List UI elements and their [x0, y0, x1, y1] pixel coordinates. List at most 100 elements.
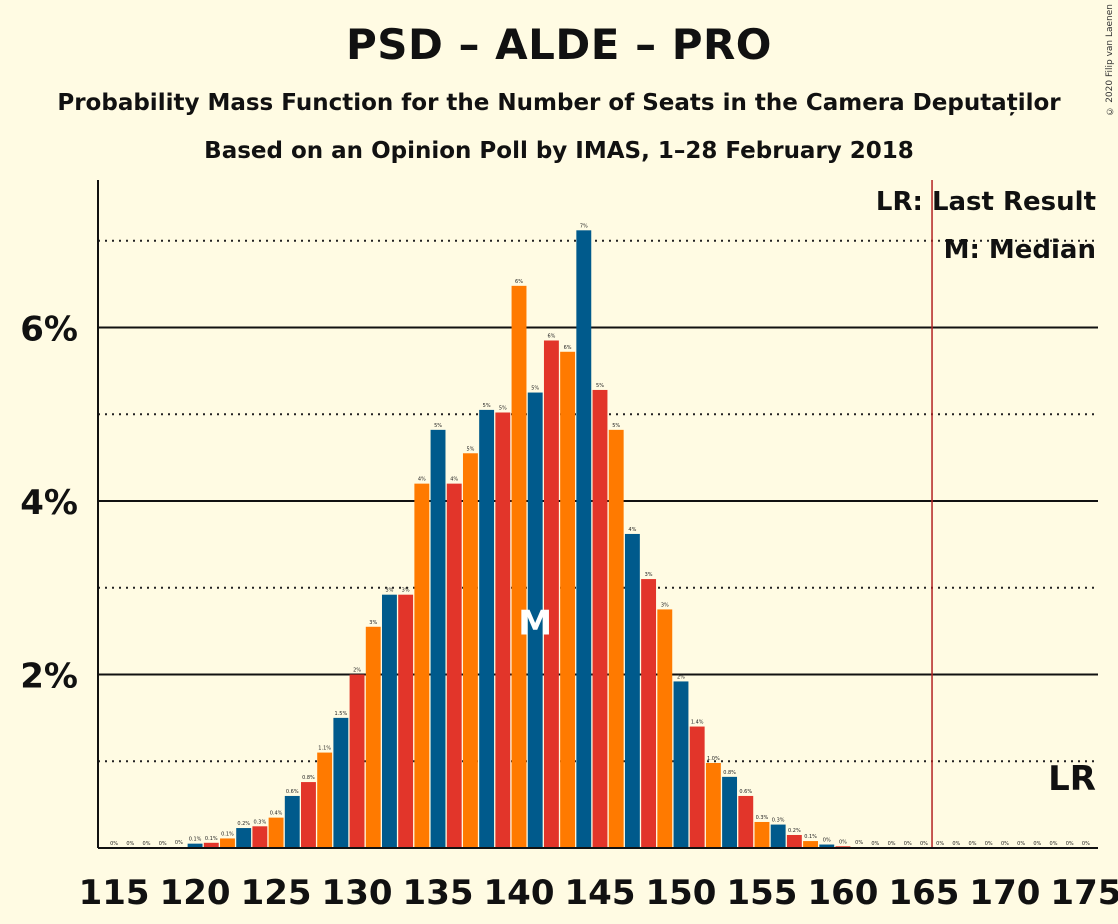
- chart-title: PSD – ALDE – PRO: [345, 20, 773, 69]
- x-tick-label: 170: [969, 873, 1040, 913]
- bar-value-label: 3%: [369, 620, 377, 626]
- bar-seats-120: [187, 843, 203, 848]
- x-tick-label: 135: [403, 873, 474, 913]
- chart-subtitle-source: Based on an Opinion Poll by IMAS, 1–28 F…: [204, 138, 914, 164]
- bar-value-label: 0%: [110, 841, 118, 847]
- bar-seats-127: [301, 782, 316, 848]
- x-tick-label: 145: [565, 873, 636, 913]
- bar-value-label: 0.6%: [739, 789, 752, 795]
- bar-seats-154: [738, 795, 754, 848]
- bar-value-label: 0.1%: [221, 831, 234, 837]
- bar-seats-121: [203, 842, 219, 848]
- bar-value-label: 5%: [531, 386, 539, 392]
- bar-value-label: 0%: [126, 841, 134, 847]
- bar-seats-148: [641, 579, 657, 848]
- bar-seats-143: [560, 351, 576, 848]
- bar-value-label: 0.1%: [205, 836, 218, 842]
- bar-seats-128: [317, 752, 333, 848]
- bar-seats-123: [236, 828, 252, 848]
- bar-value-label: 0.3%: [254, 819, 267, 825]
- bar-value-label: 0%: [143, 841, 151, 847]
- bar-value-label: 1.1%: [318, 746, 331, 752]
- bar-value-label: 6%: [515, 279, 523, 285]
- chart-subtitle: Probability Mass Function for the Number…: [57, 90, 1061, 116]
- bar-value-label: 0.1%: [804, 834, 817, 840]
- x-tick-label: 120: [160, 873, 231, 913]
- bar-seats-158: [803, 841, 819, 848]
- bar-value-label: 0.8%: [302, 775, 315, 781]
- bar-seats-134: [414, 483, 430, 848]
- bar-seats-135: [430, 429, 446, 848]
- bar-value-label: 0.4%: [270, 811, 283, 817]
- y-tick-label: 6%: [20, 309, 78, 349]
- bar-value-label: 0%: [888, 841, 896, 847]
- y-tick-label: 2%: [20, 656, 78, 696]
- bar-value-label: 0%: [823, 838, 831, 844]
- bar-seats-155: [754, 821, 770, 848]
- bar-seats-137: [462, 453, 478, 848]
- bar-seats-139: [495, 412, 511, 848]
- bar-value-label: 4%: [628, 527, 636, 533]
- x-tick-label: 175: [1050, 873, 1118, 913]
- bar-value-label: 0%: [1066, 841, 1074, 847]
- bar-seats-133: [398, 594, 414, 848]
- bar-value-label: 3%: [645, 572, 653, 578]
- bar-value-label: 0%: [1017, 841, 1025, 847]
- bar-seats-153: [722, 776, 738, 848]
- bar-seats-132: [381, 594, 397, 848]
- x-tick-label: 150: [645, 873, 716, 913]
- bar-seats-147: [624, 533, 640, 848]
- bar-seats-129: [333, 717, 349, 848]
- bar-value-label: 0%: [952, 841, 960, 847]
- bar-seats-141: [527, 392, 543, 848]
- bar-value-label: 6%: [564, 345, 572, 351]
- bar-value-label: 1.0%: [707, 756, 720, 762]
- x-tick-label: 155: [726, 873, 797, 913]
- bar-value-label: 0%: [159, 841, 167, 847]
- bar-seats-131: [365, 626, 381, 848]
- bar-value-label: 4%: [418, 477, 426, 483]
- bar-seats-159: [819, 844, 835, 848]
- bar-seats-156: [770, 824, 786, 848]
- bar-seats-144: [576, 230, 592, 848]
- bar-value-label: 0%: [1001, 841, 1009, 847]
- bar-seats-124: [252, 826, 268, 848]
- bar-value-label: 2%: [677, 674, 685, 680]
- x-tick-label: 115: [79, 873, 150, 913]
- bar-value-label: 0%: [1050, 841, 1058, 847]
- bar-value-label: 0.3%: [772, 818, 785, 824]
- bar-value-label: 1.4%: [691, 720, 704, 726]
- bar-value-label: 5%: [499, 405, 507, 411]
- bar-value-label: 3%: [402, 588, 410, 594]
- bar-seats-151: [689, 726, 705, 848]
- bar-value-label: 0.2%: [237, 821, 250, 827]
- bar-value-label: 6%: [547, 333, 555, 339]
- bar-seats-138: [479, 409, 495, 848]
- bar-seats-145: [592, 389, 608, 848]
- bar-value-label: 0%: [175, 840, 183, 846]
- x-tick-label: 165: [888, 873, 959, 913]
- bar-seats-126: [284, 795, 300, 848]
- bar-value-label: 0.2%: [788, 828, 801, 834]
- last-result-marker: LR: [1048, 759, 1096, 799]
- bar-seats-152: [705, 762, 721, 848]
- median-marker: M: [518, 603, 552, 643]
- bar-seats-142: [543, 340, 559, 848]
- bar-value-label: 0%: [936, 841, 944, 847]
- legend-last-result: LR: Last Result: [876, 187, 1096, 217]
- bar-value-label: 3%: [385, 588, 393, 594]
- bar-value-label: 5%: [434, 423, 442, 429]
- bar-seats-130: [349, 674, 365, 848]
- bar-value-label: 5%: [596, 383, 604, 389]
- bar-value-label: 0.8%: [723, 770, 736, 776]
- bar-seats-149: [657, 609, 673, 848]
- bar-value-label: 0.6%: [286, 789, 299, 795]
- bar-value-label: 0%: [985, 841, 993, 847]
- bar-value-label: 0%: [1082, 841, 1090, 847]
- x-tick-label: 160: [807, 873, 878, 913]
- bar-value-label: 2%: [353, 667, 361, 673]
- legend-median: M: Median: [944, 235, 1096, 265]
- bar-value-label: 5%: [612, 423, 620, 429]
- bar-seats-146: [608, 429, 624, 848]
